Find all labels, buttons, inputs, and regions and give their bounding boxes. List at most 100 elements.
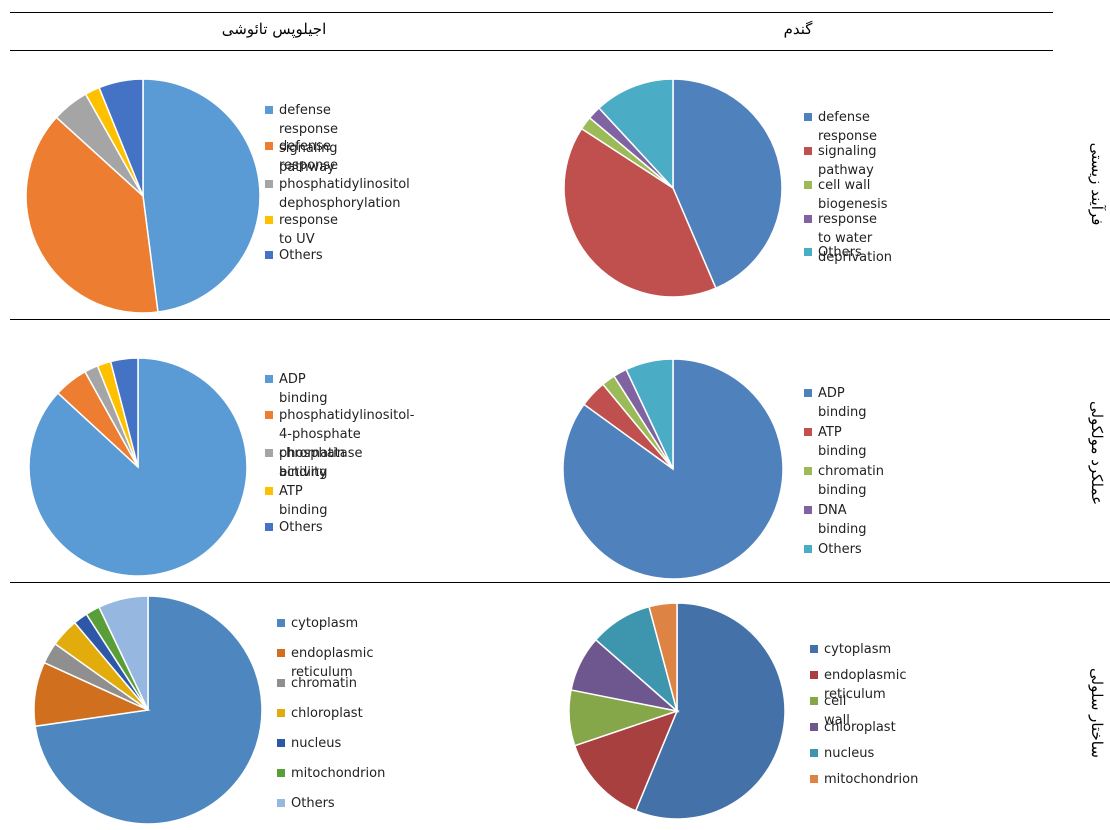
legend-label: DNA binding — [818, 503, 867, 537]
legend-item-dna-binding: DNA binding — [804, 501, 866, 539]
pie-chart-wheat-biological-process — [563, 78, 783, 298]
legend-label: Others — [291, 796, 335, 811]
legend-swatch — [810, 749, 818, 757]
legend-item-others: Others — [265, 246, 323, 265]
legend-item-phosphatidylinositol-4-phosphate-phosphatase-activity: phosphatidylinositol-4-phosphate phosphat… — [265, 406, 414, 482]
legend-swatch — [804, 545, 812, 553]
legend-swatch — [265, 487, 273, 495]
legend-item-chloroplast: chloroplast — [810, 718, 896, 737]
legend-label: response to water deprivation — [818, 212, 893, 265]
legend-label: ATP binding — [279, 484, 328, 518]
legend-swatch — [810, 645, 818, 653]
legend-item-phosphatidylinositol-dephosphorylation: phosphatidylinositol dephosphorylation — [265, 175, 410, 213]
legend-item-nucleus: nucleus — [810, 744, 874, 763]
pie-chart-aegilops-biological-process — [25, 78, 261, 314]
row-label-biological-process: فرآیند زیستی — [1088, 142, 1106, 226]
table-header-rule — [10, 50, 1053, 51]
legend-item-others: Others — [265, 518, 323, 537]
legend-item-endoplasmic-reticulum: endoplasmic reticulum — [277, 644, 373, 682]
legend-item-nucleus: nucleus — [277, 734, 341, 753]
legend-label: nucleus — [291, 736, 342, 751]
legend-swatch — [277, 769, 285, 777]
legend-swatch — [804, 147, 812, 155]
legend-item-signaling-pathway: signaling pathway — [804, 142, 877, 180]
legend-label: cytoplasm — [824, 642, 892, 657]
pie-slice-cytoplasm — [634, 602, 786, 820]
legend-swatch — [277, 739, 285, 747]
legend-label: chloroplast — [824, 720, 896, 735]
legend-swatch — [810, 671, 818, 679]
legend-swatch — [277, 679, 285, 687]
legend-item-defense-response-signaling-pathway: defense response signaling pathway — [265, 101, 338, 177]
pie-slice-defense-response — [25, 116, 159, 314]
row2-divider — [10, 582, 1110, 583]
legend-label: cell wall — [824, 694, 850, 728]
legend-label: chromatin binding — [279, 446, 345, 480]
legend-item-defense-response: defense response — [265, 137, 338, 175]
legend-label: ADP binding — [818, 386, 867, 420]
table-top-rule — [10, 12, 1053, 13]
pie-chart-wheat-cellular-component — [568, 602, 786, 820]
legend-item-atp-binding: ATP binding — [804, 423, 866, 461]
legend-label: signaling pathway — [818, 144, 877, 178]
legend-swatch — [265, 106, 273, 114]
column-header-aegilops: اجیلوپس تائوشی — [221, 20, 327, 38]
legend-label: ATP binding — [818, 425, 867, 459]
pie-slice-others — [109, 357, 139, 468]
legend-swatch — [277, 619, 285, 627]
legend-item-chloroplast: chloroplast — [277, 704, 363, 723]
legend-label: chloroplast — [291, 706, 363, 721]
legend-label: mitochondrion — [824, 772, 919, 787]
legend-swatch — [810, 775, 818, 783]
legend-item-cell-wall: cell wall — [810, 692, 850, 730]
legend-item-response-to-water-deprivation: response to water deprivation — [804, 210, 892, 267]
legend-swatch — [804, 467, 812, 475]
pie-slice-others — [625, 358, 674, 470]
legend-label: chromatin — [291, 676, 357, 691]
legend-swatch — [804, 181, 812, 189]
pie-slice-endoplasmic-reticulum — [573, 709, 679, 812]
legend-swatch — [277, 799, 285, 807]
legend-item-chromatin-binding: chromatin binding — [265, 444, 345, 482]
legend-label: ADP binding — [279, 372, 328, 406]
legend-item-cell-wall-biogenesis: cell wall biogenesis — [804, 176, 887, 214]
legend-swatch — [265, 180, 273, 188]
legend-swatch — [265, 216, 273, 224]
pie-slice-defense-response — [672, 78, 783, 290]
legend-label: phosphatidylinositol dephosphorylation — [279, 177, 410, 211]
legend-item-adp-binding: ADP binding — [804, 384, 866, 422]
legend-item-chromatin: chromatin — [277, 674, 357, 693]
legend-label: endoplasmic reticulum — [291, 646, 374, 680]
legend-item-adp-binding: ADP binding — [265, 370, 327, 408]
legend-label: endoplasmic reticulum — [824, 668, 907, 702]
legend-swatch — [804, 215, 812, 223]
legend-item-others: Others — [277, 794, 335, 813]
pie-slice-others — [98, 78, 144, 197]
legend-item-cytoplasm: cytoplasm — [277, 614, 358, 633]
legend-swatch — [804, 248, 812, 256]
legend-label: cytoplasm — [291, 616, 359, 631]
pie-slice-others — [597, 78, 674, 190]
legend-item-others: Others — [804, 243, 862, 262]
legend-item-mitochondrion: mitochondrion — [277, 764, 385, 783]
legend-swatch — [265, 449, 273, 457]
legend-label: Others — [279, 520, 323, 535]
row1-divider — [10, 319, 1110, 320]
row-label-molecular-function: عملکرد مولکولی — [1088, 400, 1106, 506]
column-header-wheat: گندم — [783, 20, 813, 38]
legend-swatch — [265, 251, 273, 259]
legend-label: chromatin binding — [818, 464, 884, 498]
legend-label: Others — [818, 542, 862, 557]
legend-item-defense-response: defense response — [804, 108, 877, 146]
legend-label: nucleus — [824, 746, 875, 761]
pie-chart-aegilops-molecular-function — [28, 357, 248, 577]
legend-swatch — [804, 506, 812, 514]
legend-item-atp-binding: ATP binding — [265, 482, 327, 520]
legend-label: defense response — [279, 139, 339, 173]
legend-label: response to UV — [279, 213, 339, 247]
legend-swatch — [265, 523, 273, 531]
legend-swatch — [804, 428, 812, 436]
legend-swatch — [265, 411, 273, 419]
legend-swatch — [804, 113, 812, 121]
pie-slice-defense-response-signaling-pathway — [142, 78, 261, 313]
